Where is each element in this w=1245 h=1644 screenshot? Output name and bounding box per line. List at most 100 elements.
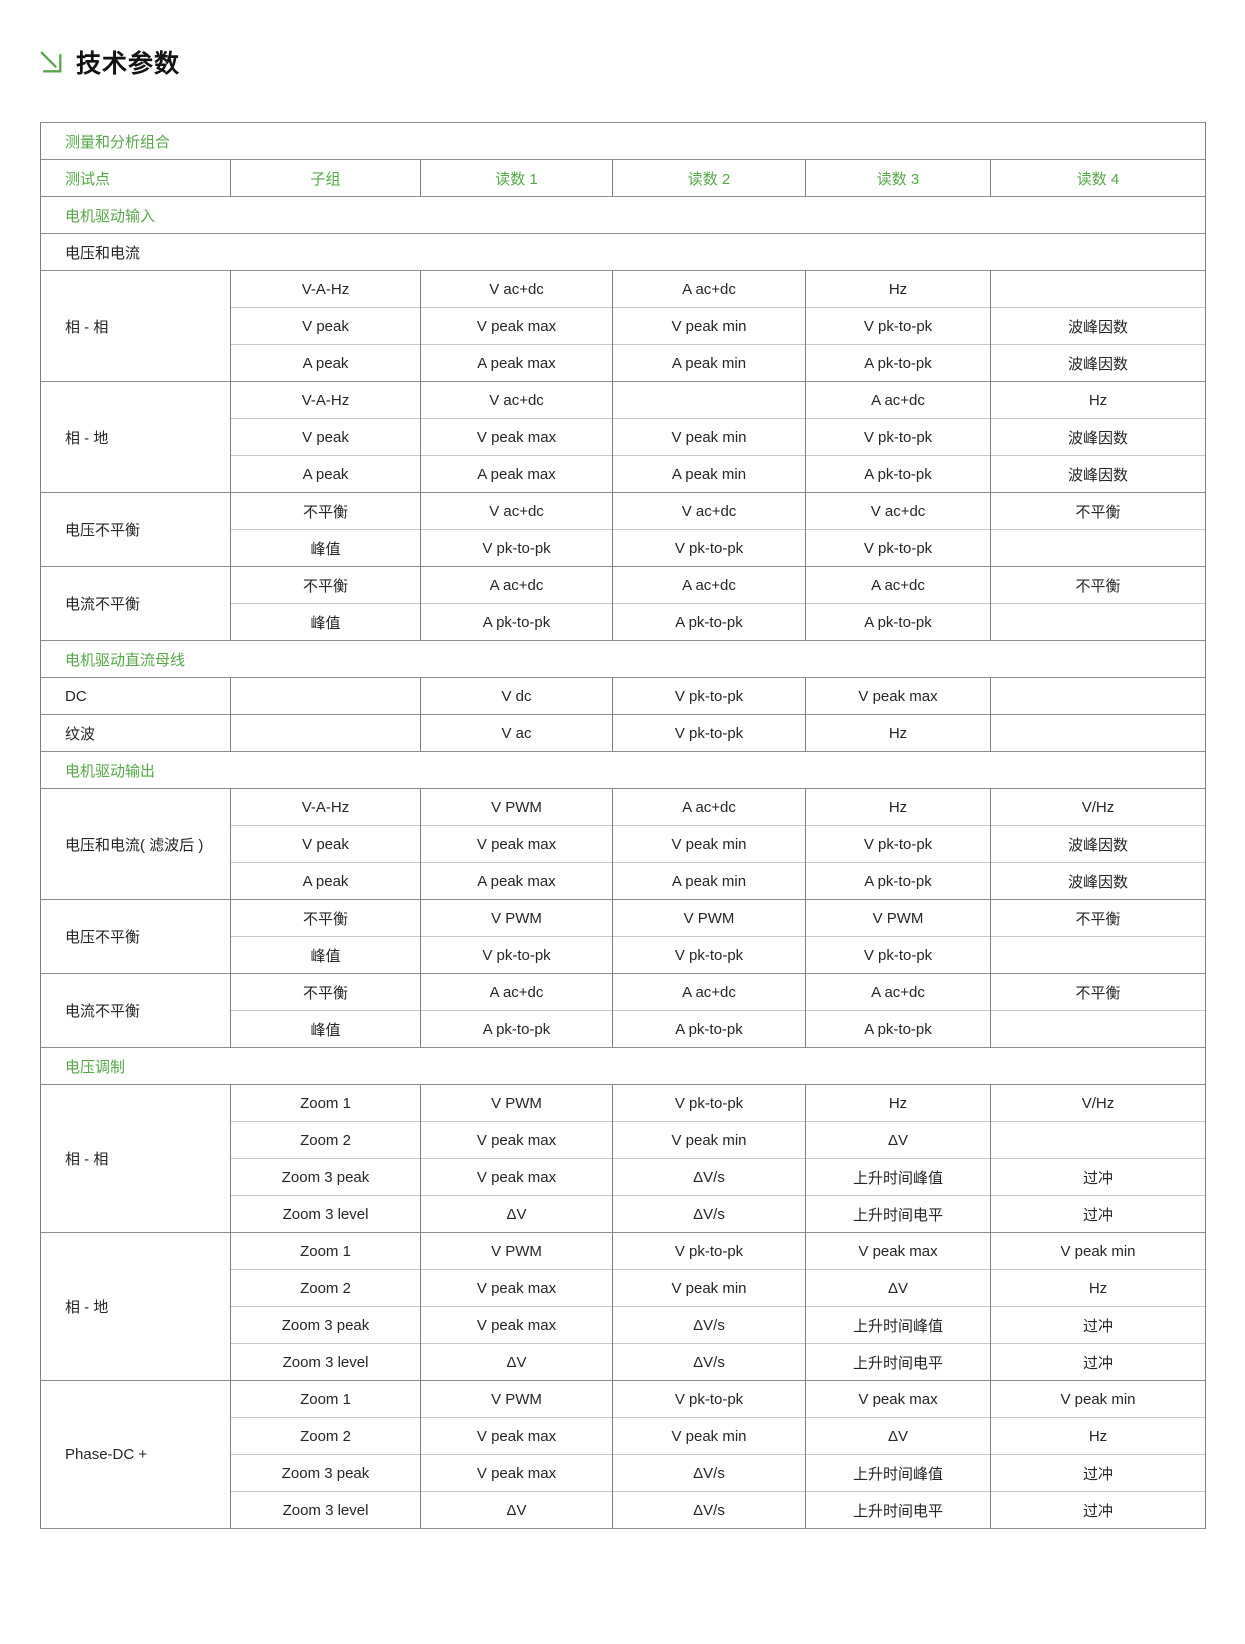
column-header-cell: 读数 2 — [612, 159, 806, 197]
table-row: V peak V peak max V peak min V pk-to-pk 波峰因数 — [41, 418, 1207, 456]
value-cell: 不平衡 — [989, 973, 1207, 1011]
value-cell: V PWM — [420, 1084, 613, 1122]
column-header-cell: 读数 3 — [805, 159, 991, 197]
value-cell: V pk-to-pk — [612, 1232, 806, 1270]
value-cell: 波峰因数 — [989, 862, 1207, 900]
value-cell: V peak max — [420, 418, 613, 456]
spec-table: 测量和分析组合 测试点 子组 读数 1 读数 2 读数 3 读数 4 电机驱动输入 电压和电流相… — [39, 122, 1207, 1529]
value-cell: 不平衡 — [230, 566, 421, 604]
value-cell: V peak max — [805, 1380, 991, 1418]
value-cell: V peak max — [420, 1121, 613, 1159]
value-cell: V ac+dc — [805, 492, 991, 530]
table-row: V peak V peak max V peak min V pk-to-pk 波峰因数 — [41, 825, 1207, 863]
table-row: Zoom 3 level ΔV ΔV/s 上升时间电平 过冲 — [41, 1491, 1207, 1529]
value-cell: A pk-to-pk — [805, 603, 991, 641]
table-title-row: 测量和分析组合 — [39, 122, 1207, 160]
value-cell: 过冲 — [989, 1306, 1207, 1344]
value-cell: Hz — [805, 714, 991, 752]
value-cell: 上升时间电平 — [805, 1195, 991, 1233]
value-cell: V peak min — [989, 1232, 1207, 1270]
value-cell — [230, 677, 421, 715]
value-cell: 上升时间峰值 — [805, 1158, 991, 1196]
value-cell: V peak min — [612, 825, 806, 863]
value-cell: V pk-to-pk — [805, 418, 991, 456]
value-cell: 上升时间电平 — [805, 1343, 991, 1381]
diagonal-arrow-icon — [40, 50, 62, 72]
value-cell: A peak min — [612, 455, 806, 493]
section-row: 电压调制 — [39, 1047, 1207, 1085]
value-cell: V peak max — [420, 307, 613, 345]
table-row: Zoom 3 peak V peak max ΔV/s 上升时间峰值 过冲 — [41, 1158, 1207, 1196]
value-cell: V ac+dc — [420, 381, 613, 419]
value-cell: 不平衡 — [989, 492, 1207, 530]
value-cell — [989, 529, 1207, 567]
table-row: 峰值 V pk-to-pk V pk-to-pk V pk-to-pk — [41, 936, 1207, 974]
value-cell: Zoom 2 — [230, 1269, 421, 1307]
row-label-cell: 相 - 地 — [40, 381, 231, 493]
value-cell: A ac+dc — [805, 973, 991, 1011]
table-row: Zoom 3 peak V peak max ΔV/s 上升时间峰值 过冲 — [41, 1454, 1207, 1492]
value-cell: V peak min — [612, 1121, 806, 1159]
value-cell: Hz — [989, 1269, 1207, 1307]
value-cell: V peak max — [420, 825, 613, 863]
value-cell: 峰值 — [230, 936, 421, 974]
value-cell: V ac — [420, 714, 613, 752]
value-cell: V PWM — [420, 1232, 613, 1270]
value-cell: A ac+dc — [420, 566, 613, 604]
value-cell: 不平衡 — [989, 566, 1207, 604]
row-label-cell: 纹波 — [40, 714, 231, 752]
table-title-cell: 测量和分析组合 — [39, 122, 1207, 160]
value-cell: V peak max — [420, 1417, 613, 1455]
value-cell: 波峰因数 — [989, 825, 1207, 863]
column-header-cell: 子组 — [230, 159, 421, 197]
value-cell — [989, 677, 1207, 715]
value-cell: 不平衡 — [230, 492, 421, 530]
value-cell: A peak — [230, 344, 421, 382]
value-cell: Zoom 3 level — [230, 1195, 421, 1233]
table-row: 纹波 V ac V pk-to-pk Hz — [40, 714, 1207, 752]
table-row: V peak V peak max V peak min V pk-to-pk 波峰因数 — [41, 307, 1207, 345]
value-cell: ΔV — [805, 1121, 991, 1159]
column-header-row: 测试点 子组 读数 1 读数 2 读数 3 读数 4 — [40, 159, 1207, 197]
value-cell: 上升时间电平 — [805, 1491, 991, 1529]
value-cell: 波峰因数 — [989, 344, 1207, 382]
page-header: 技术参数 — [38, 44, 1245, 80]
value-cell: A peak — [230, 862, 421, 900]
value-cell: V peak max — [420, 1306, 613, 1344]
value-cell: 不平衡 — [230, 973, 421, 1011]
column-header-cell: 读数 4 — [989, 159, 1207, 197]
value-cell: V pk-to-pk — [612, 714, 806, 752]
value-cell: V peak min — [612, 1269, 806, 1307]
value-cell: 不平衡 — [230, 899, 421, 937]
value-cell: V peak min — [989, 1380, 1207, 1418]
value-cell: Hz — [989, 1417, 1207, 1455]
value-cell: ΔV/s — [612, 1195, 806, 1233]
value-cell — [612, 381, 806, 419]
row-label-cell: 相 - 相 — [40, 1084, 231, 1233]
value-cell: A ac+dc — [420, 973, 613, 1011]
row-label-cell: Phase-DC + — [40, 1380, 231, 1529]
value-cell: A peak max — [420, 344, 613, 382]
value-cell: 过冲 — [989, 1158, 1207, 1196]
value-cell: A pk-to-pk — [805, 344, 991, 382]
value-cell: 波峰因数 — [989, 307, 1207, 345]
value-cell: V dc — [420, 677, 613, 715]
value-cell: ΔV — [420, 1195, 613, 1233]
row-label-cell: 电流不平衡 — [40, 566, 231, 641]
value-cell: V peak max — [420, 1454, 613, 1492]
value-cell: V-A-Hz — [230, 788, 421, 826]
value-cell: V ac+dc — [612, 492, 806, 530]
value-cell: Zoom 3 level — [230, 1343, 421, 1381]
value-cell: V pk-to-pk — [805, 825, 991, 863]
section-cell: 电机驱动直流母线 — [39, 640, 1207, 678]
value-cell: 波峰因数 — [989, 455, 1207, 493]
table-row: 电压不平衡 不平衡 V ac+dc V ac+dc V ac+dc 不平衡 — [40, 492, 1207, 567]
page-title: 技术参数 — [76, 50, 181, 78]
row-label-cell: 电流不平衡 — [40, 973, 231, 1048]
value-cell: V pk-to-pk — [420, 529, 613, 567]
value-cell: A pk-to-pk — [612, 603, 806, 641]
column-header-cell: 读数 1 — [420, 159, 613, 197]
value-cell: 过冲 — [989, 1343, 1207, 1381]
value-cell: Zoom 2 — [230, 1417, 421, 1455]
